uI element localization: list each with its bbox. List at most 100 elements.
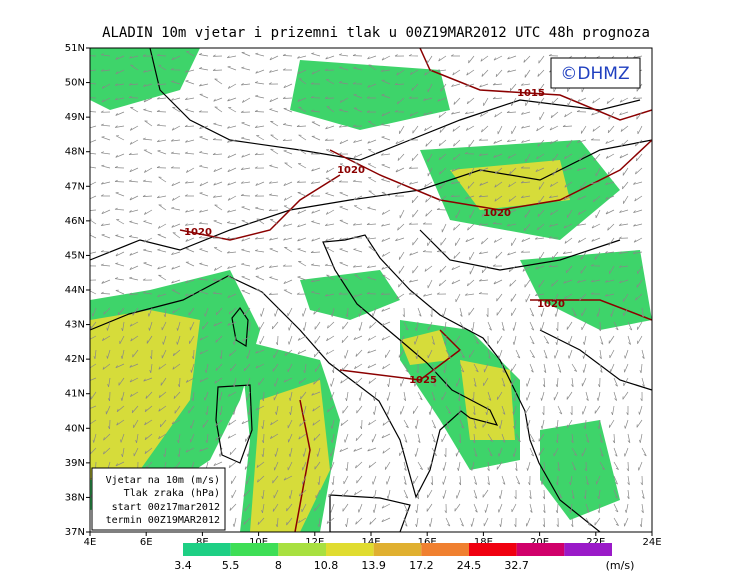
- wind-arrow: [367, 276, 377, 281]
- wind-arrow: [268, 265, 279, 268]
- wind-arrow: [115, 251, 125, 257]
- wind-arrow: [326, 517, 335, 524]
- wind-arrow: [90, 69, 97, 72]
- wind-arrow: [549, 223, 559, 227]
- wind-arrow: [261, 433, 265, 444]
- wind-arrow: [214, 204, 223, 211]
- wind-arrow: [637, 461, 643, 471]
- wind-arrow: [399, 209, 405, 219]
- wind-arrow: [441, 391, 447, 401]
- wind-arrow: [563, 279, 573, 284]
- lat-label: 45N: [65, 250, 85, 261]
- wind-arrow: [381, 321, 391, 326]
- wind-arrow: [534, 293, 545, 297]
- wind-arrow: [403, 461, 407, 471]
- wind-arrow: [367, 55, 377, 60]
- wind-arrow: [456, 489, 461, 499]
- wind-arrow: [283, 150, 293, 155]
- wind-arrow: [445, 419, 450, 429]
- wind-arrow: [483, 517, 489, 527]
- wind-arrow: [287, 419, 293, 429]
- wind-arrow: [525, 517, 531, 527]
- wind-arrow: [624, 349, 629, 359]
- wind-arrow: [342, 503, 349, 512]
- wind-arrow: [427, 83, 433, 93]
- wind-arrow: [525, 293, 531, 303]
- wind-arrow: [582, 349, 587, 359]
- wind-arrow: [255, 206, 265, 211]
- wind-arrow: [325, 167, 335, 173]
- wind-arrow: [608, 111, 615, 120]
- wind-arrow: [605, 209, 615, 215]
- wind-arrow: [156, 53, 167, 57]
- wind-arrow: [584, 461, 587, 472]
- colorbar-swatch: [278, 543, 326, 556]
- wind-arrow: [594, 517, 601, 526]
- wind-arrow: [226, 236, 237, 240]
- wind-arrow: [481, 69, 489, 77]
- wind-arrow: [331, 475, 335, 486]
- wind-arrow: [613, 461, 619, 471]
- wind-arrow: [135, 433, 139, 444]
- wind-arrow: [568, 349, 573, 359]
- colorbar-label: 5.5: [222, 559, 240, 572]
- wind-arrow: [442, 461, 447, 471]
- wind-arrow: [581, 321, 587, 331]
- wind-arrow: [311, 167, 321, 172]
- wind-arrow: [229, 349, 237, 357]
- wind-arrow: [176, 335, 181, 345]
- wind-arrow: [613, 447, 618, 457]
- wind-arrow: [408, 279, 419, 283]
- wind-arrow: [254, 152, 265, 156]
- wind-arrow: [599, 349, 602, 360]
- wind-arrow: [100, 263, 111, 267]
- wind-arrow: [382, 274, 391, 281]
- wind-arrow: [232, 517, 237, 527]
- wind-arrow: [555, 377, 559, 388]
- wind-arrow: [90, 82, 97, 85]
- wind-arrow: [412, 209, 419, 218]
- wind-arrow: [450, 181, 461, 185]
- colorbar-swatch: [469, 543, 517, 556]
- wind-arrow: [640, 391, 643, 402]
- wind-arrow: [315, 363, 321, 372]
- wind-arrow: [473, 377, 477, 387]
- wind-arrow: [507, 153, 517, 159]
- wind-arrow: [339, 97, 349, 103]
- wind-arrow: [577, 209, 587, 215]
- wind-arrow: [255, 275, 265, 281]
- wind-arrow: [129, 321, 139, 327]
- wind-arrow: [445, 517, 451, 527]
- wind-arrow: [132, 307, 139, 316]
- wind-arrow: [555, 475, 559, 486]
- wind-arrow: [284, 162, 293, 169]
- wind-arrow: [543, 363, 547, 374]
- wind-arrow: [302, 321, 307, 331]
- wind-arrow: [468, 55, 475, 64]
- wind-arrow: [269, 108, 279, 113]
- wind-arrow: [345, 307, 349, 318]
- wind-arrow: [468, 139, 475, 148]
- wind-arrow: [385, 349, 391, 358]
- lat-label: 46N: [65, 216, 85, 227]
- wind-arrow: [451, 167, 461, 172]
- wind-arrow: [451, 265, 461, 271]
- wind-arrow: [403, 489, 409, 499]
- wind-arrow: [556, 321, 559, 332]
- wind-arrow: [354, 363, 363, 370]
- wind-arrow: [270, 134, 279, 141]
- wind-arrow: [231, 475, 237, 484]
- wind-arrow: [184, 181, 195, 184]
- wind-arrow: [555, 433, 559, 444]
- wind-arrow: [637, 125, 643, 135]
- wind-arrow: [241, 136, 251, 141]
- wind-arrow: [557, 405, 563, 415]
- wind-arrow: [310, 194, 321, 197]
- wind-arrow: [512, 321, 517, 331]
- wind-arrow: [577, 237, 587, 243]
- wind-arrow: [227, 125, 237, 129]
- wind-arrow: [269, 433, 279, 439]
- wind-arrow: [128, 235, 139, 239]
- wind-arrow: [241, 153, 251, 158]
- wind-arrow: [399, 125, 405, 134]
